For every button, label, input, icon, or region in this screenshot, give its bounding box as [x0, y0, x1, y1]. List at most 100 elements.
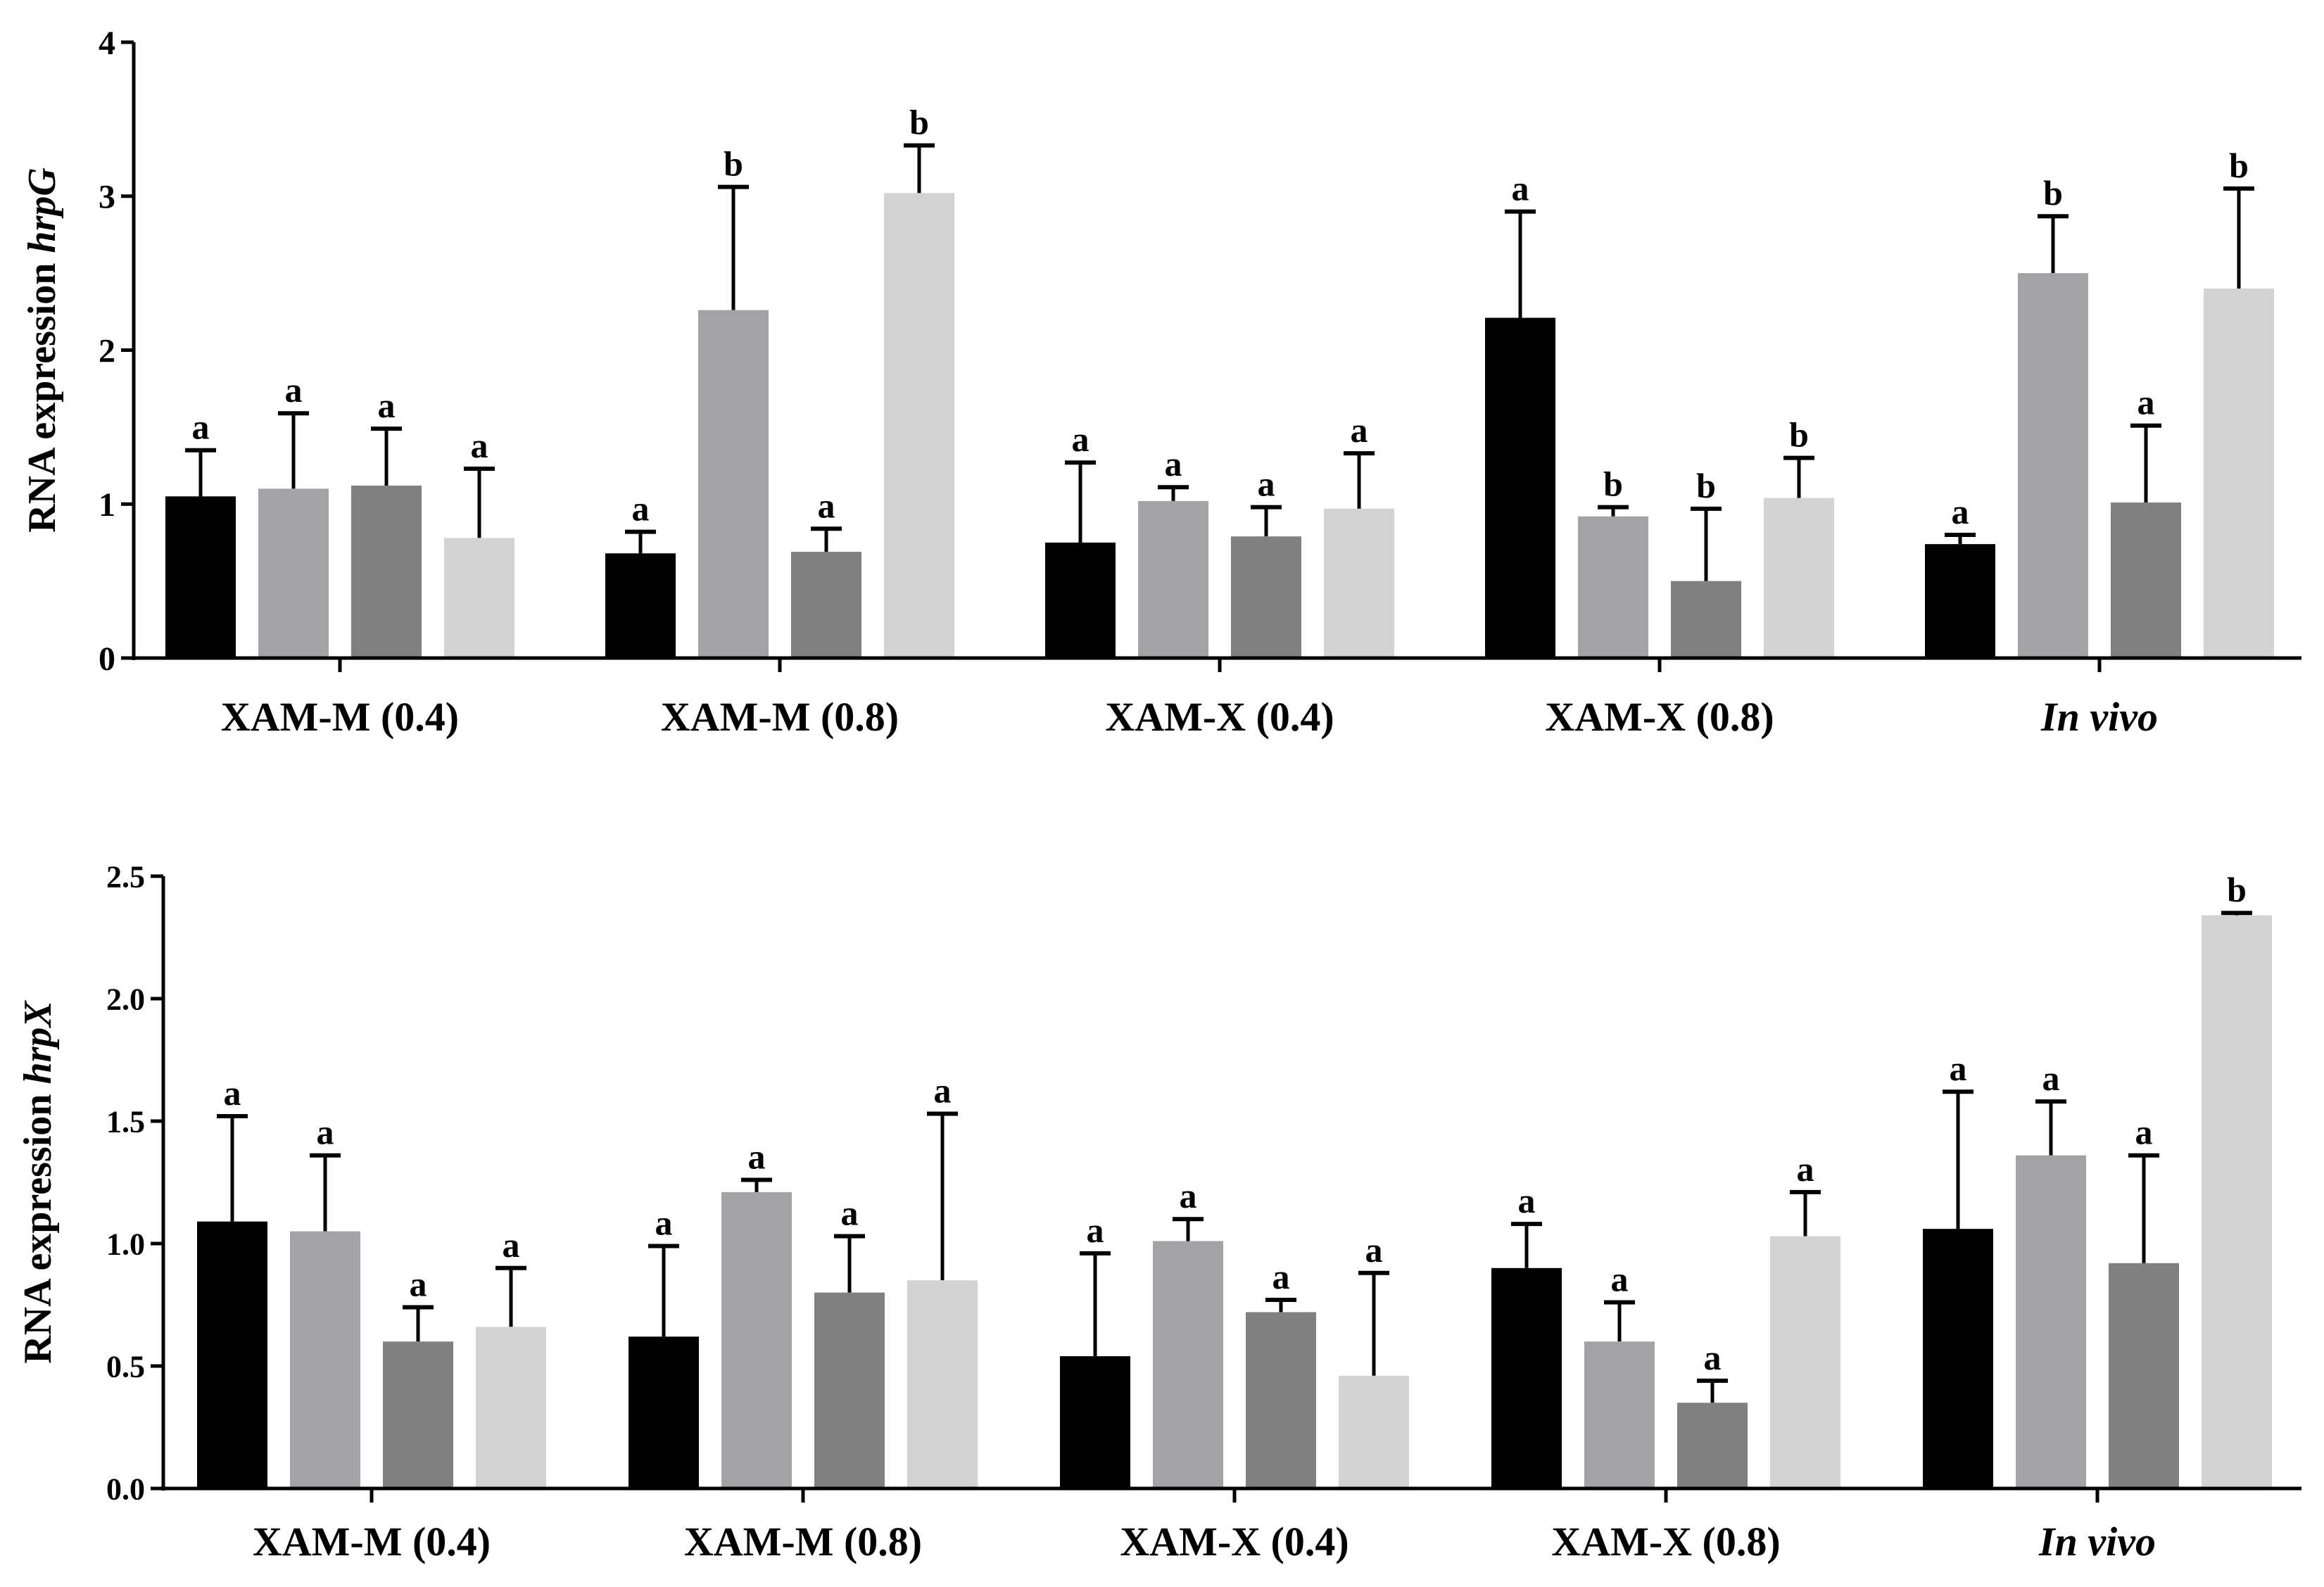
- significance-label: a: [1950, 1049, 1967, 1088]
- y-tick-label: 2.5: [106, 859, 145, 894]
- bar: [165, 496, 236, 658]
- significance-label: a: [1365, 1230, 1383, 1270]
- significance-label: a: [1258, 464, 1275, 504]
- y-tick-label: 2: [99, 332, 115, 369]
- bar: [1138, 500, 1208, 658]
- bar: [884, 193, 954, 658]
- significance-label: a: [2135, 1113, 2153, 1152]
- significance-label: a: [748, 1137, 766, 1177]
- significance-label: a: [2137, 383, 2155, 422]
- x-category-label: XAM-M (0.4): [253, 1519, 491, 1564]
- x-category-label: XAM-M (0.8): [661, 694, 899, 740]
- bar: [1491, 1267, 1562, 1488]
- significance-label: a: [1072, 419, 1090, 459]
- bar: [698, 310, 769, 658]
- significance-label: b: [909, 103, 929, 142]
- significance-label: a: [1087, 1210, 1104, 1250]
- significance-label: a: [1797, 1149, 1814, 1189]
- bar: [476, 1327, 546, 1488]
- significance-label: b: [1603, 464, 1623, 504]
- bar: [605, 553, 676, 658]
- bar: [1246, 1312, 1316, 1488]
- bar: [721, 1191, 792, 1488]
- significance-label: a: [1512, 169, 1529, 208]
- bar: [791, 552, 861, 658]
- significance-label: a: [1351, 410, 1368, 450]
- significance-label: a: [378, 386, 396, 425]
- significance-label: a: [1704, 1338, 1722, 1377]
- significance-label: a: [818, 486, 835, 525]
- significance-label: a: [224, 1073, 241, 1113]
- significance-label: a: [1952, 492, 1969, 531]
- significance-label: a: [2042, 1058, 2060, 1098]
- significance-label: a: [655, 1203, 673, 1242]
- significance-label: a: [471, 426, 488, 465]
- significance-label: a: [1180, 1176, 1197, 1215]
- significance-label: a: [285, 370, 303, 410]
- bar: [2109, 1263, 2179, 1488]
- significance-label: a: [1611, 1260, 1629, 1299]
- significance-label: a: [841, 1194, 859, 1233]
- significance-label: b: [1696, 466, 1716, 505]
- bar: [1578, 516, 1648, 658]
- bar: [1324, 508, 1394, 658]
- x-category-label: XAM-M (0.8): [684, 1519, 922, 1564]
- bar: [1923, 1229, 1993, 1488]
- y-tick-label: 1.5: [106, 1104, 145, 1139]
- significance-label: a: [1165, 444, 1182, 483]
- y-tick-label: 1: [99, 486, 115, 524]
- y-tick-label: 1.0: [106, 1227, 145, 1261]
- significance-label: b: [2227, 870, 2247, 909]
- y-tick-label: 0.5: [106, 1349, 145, 1384]
- significance-label: b: [2043, 173, 2063, 213]
- bar: [444, 538, 514, 658]
- significance-label: a: [1518, 1181, 1536, 1220]
- y-axis-label: RNA expression hrpX: [16, 1000, 60, 1364]
- hrpG-chart: 0 1 2 3 4 RNA expression hrpG a a a a XAM-M (0.4) a…: [20, 25, 2301, 740]
- significance-label: a: [632, 489, 650, 529]
- y-tick-label: 0.0: [106, 1472, 145, 1506]
- bar: [290, 1231, 360, 1488]
- bar: [814, 1292, 885, 1488]
- x-category-label: XAM-X (0.4): [1120, 1519, 1349, 1564]
- bar: [197, 1221, 267, 1488]
- bar: [1925, 544, 1995, 658]
- bar: [1584, 1341, 1655, 1488]
- significance-label: a: [503, 1225, 520, 1265]
- bar: [2016, 1155, 2086, 1488]
- significance-label: b: [2229, 146, 2249, 185]
- bar: [2018, 273, 2088, 658]
- y-tick-label: 4: [99, 25, 115, 62]
- significance-label: a: [192, 407, 210, 447]
- x-category-label: XAM-X (0.8): [1545, 694, 1774, 740]
- bar: [1671, 581, 1741, 658]
- significance-label: a: [1272, 1257, 1290, 1296]
- y-tick-label: 0: [99, 640, 115, 678]
- bar: [1231, 536, 1301, 658]
- significance-label: a: [934, 1071, 952, 1111]
- y-axis-label-text: RNA expression: [16, 1085, 60, 1364]
- hrpX-chart: 0.0 0.5 1.0 1.5 2.0 2.5 RNA expression hrpX a a a…: [16, 859, 2301, 1564]
- x-category-label: XAM-M (0.4): [221, 694, 459, 740]
- x-category-label: In vivo: [2038, 1519, 2156, 1564]
- bar: [1339, 1375, 1409, 1488]
- bar: [2204, 289, 2274, 658]
- y-axis-label-gene: hrpX: [16, 1000, 60, 1085]
- bar: [2202, 915, 2272, 1488]
- bar: [1764, 498, 1834, 658]
- bar: [1045, 542, 1116, 658]
- bar: [1153, 1241, 1223, 1488]
- y-tick-label: 3: [99, 179, 115, 216]
- bar: [1060, 1356, 1130, 1488]
- x-category-label: XAM-X (0.4): [1105, 694, 1334, 740]
- bar: [629, 1336, 699, 1488]
- significance-label: a: [410, 1264, 427, 1303]
- significance-label: a: [317, 1113, 334, 1152]
- x-category-label: In vivo: [2040, 694, 2158, 740]
- significance-label: b: [1789, 415, 1809, 455]
- bar: [351, 486, 422, 658]
- bar: [2111, 502, 2181, 658]
- y-axis-label: RNA expression hrpG: [20, 167, 64, 533]
- bar: [383, 1341, 453, 1488]
